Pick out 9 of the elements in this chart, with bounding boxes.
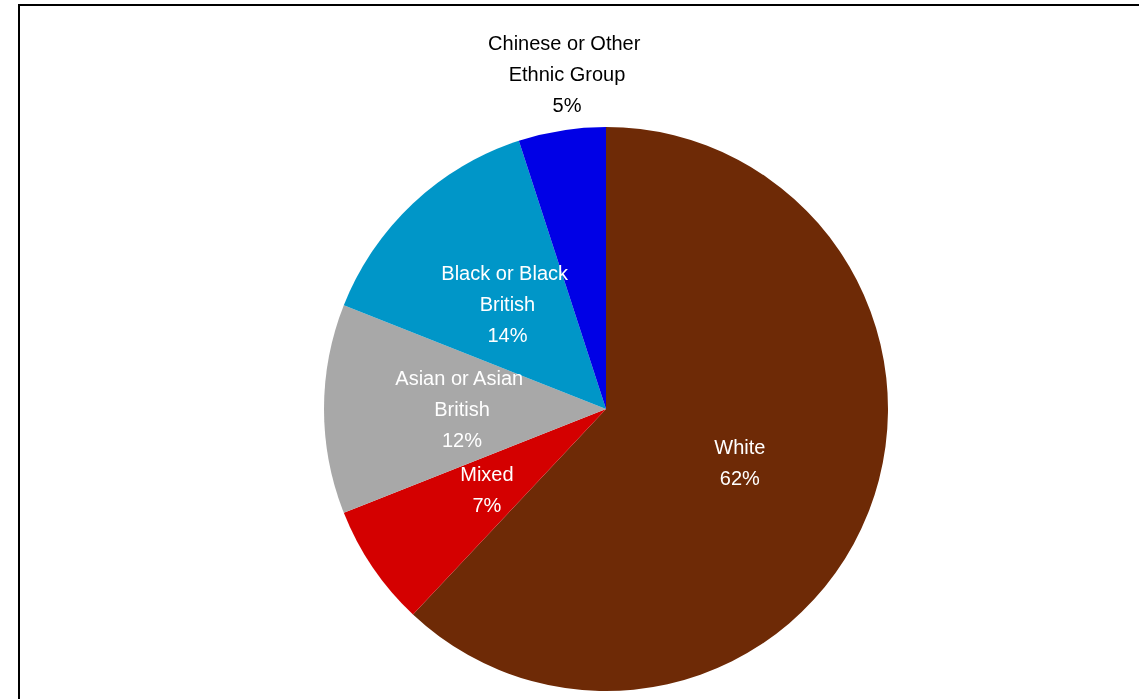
data-label: 7%	[472, 494, 502, 517]
slice-label: White	[714, 435, 766, 458]
slice-label: Chinese or Other Ethnic Group	[488, 32, 646, 85]
data-label: 5%	[552, 94, 582, 116]
data-label: 62%	[719, 466, 761, 489]
data-label: 12%	[441, 429, 483, 451]
slice-label: Mixed	[460, 463, 514, 486]
slice-label: Asian or Asian British	[395, 367, 529, 420]
data-label: 14%	[487, 324, 528, 347]
